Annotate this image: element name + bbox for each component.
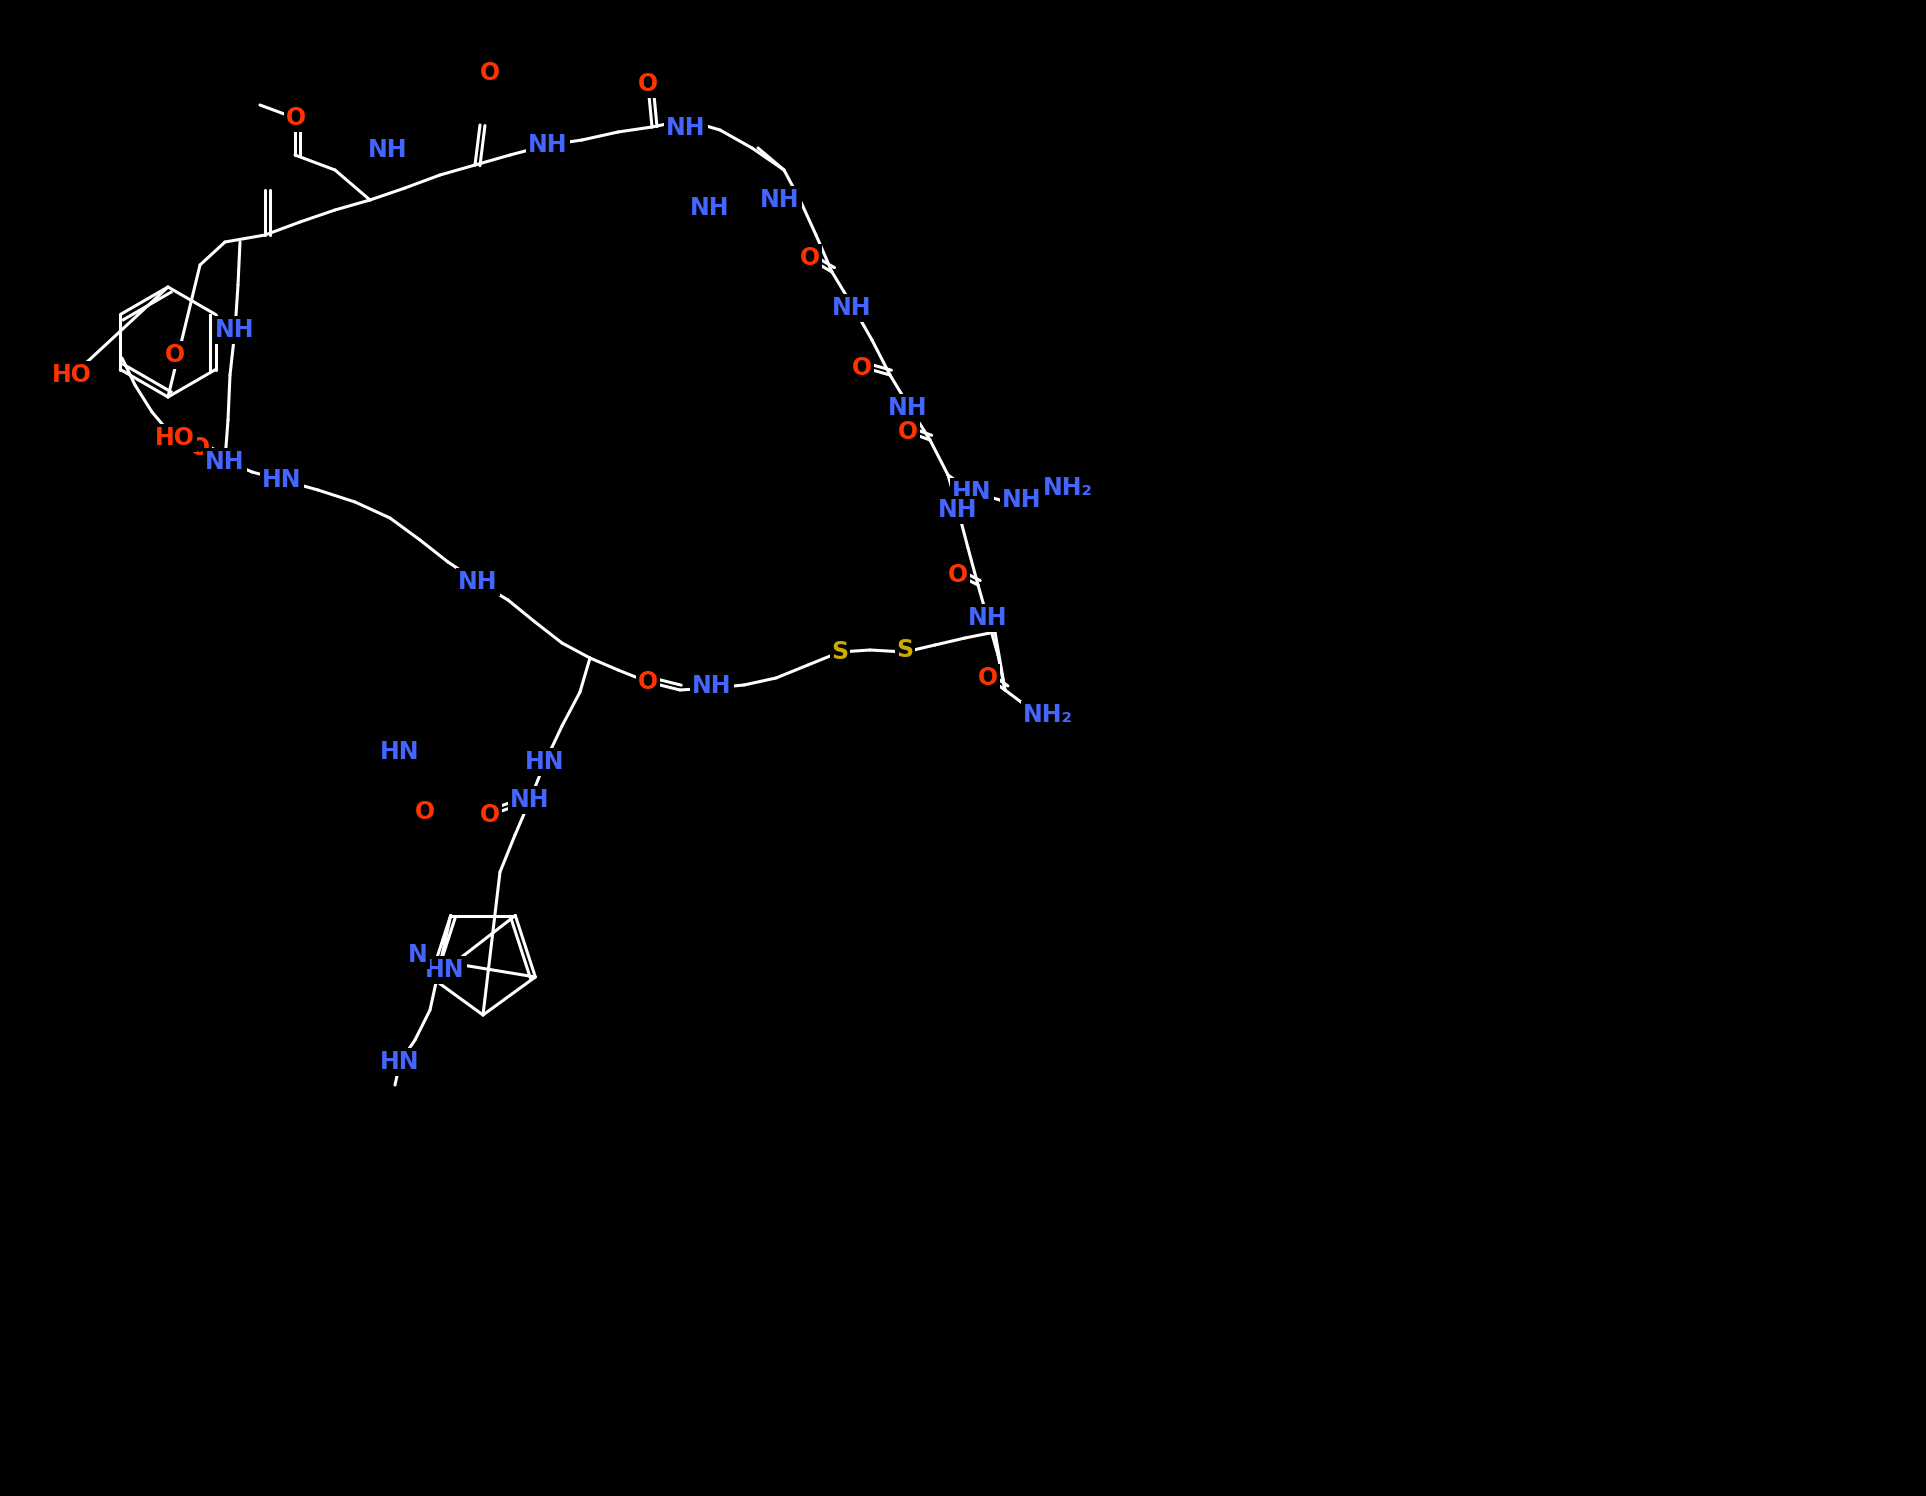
Text: O: O bbox=[480, 803, 501, 827]
Text: N: N bbox=[408, 942, 428, 966]
Text: O: O bbox=[191, 435, 210, 459]
Text: S: S bbox=[896, 637, 913, 663]
Text: O: O bbox=[851, 356, 872, 380]
Text: HN: HN bbox=[262, 468, 302, 492]
Text: NH: NH bbox=[888, 396, 928, 420]
Text: O: O bbox=[898, 420, 919, 444]
Text: O: O bbox=[638, 72, 659, 96]
Text: HN: HN bbox=[379, 1050, 420, 1074]
Text: O: O bbox=[166, 343, 185, 367]
Text: NH: NH bbox=[458, 570, 497, 594]
Text: S: S bbox=[832, 640, 849, 664]
Text: O: O bbox=[799, 245, 820, 269]
Text: NH: NH bbox=[690, 196, 730, 220]
Text: O: O bbox=[948, 562, 969, 586]
Text: NH: NH bbox=[691, 675, 732, 699]
Text: NH₂: NH₂ bbox=[1044, 476, 1092, 500]
Text: NH₂: NH₂ bbox=[1023, 703, 1073, 727]
Text: NH: NH bbox=[528, 133, 568, 157]
Text: HN: HN bbox=[526, 749, 564, 773]
Text: O: O bbox=[978, 666, 998, 690]
Text: O: O bbox=[414, 800, 435, 824]
Text: HO: HO bbox=[52, 364, 92, 387]
Text: NH: NH bbox=[1002, 488, 1042, 512]
Text: NH: NH bbox=[832, 296, 872, 320]
Text: NH: NH bbox=[216, 319, 254, 343]
Text: NH: NH bbox=[206, 450, 245, 474]
Text: HN: HN bbox=[951, 480, 992, 504]
Text: O: O bbox=[638, 670, 659, 694]
Text: HN: HN bbox=[379, 741, 420, 764]
Text: NH: NH bbox=[510, 788, 549, 812]
Text: NH: NH bbox=[761, 188, 799, 212]
Text: O: O bbox=[480, 61, 501, 85]
Text: NH: NH bbox=[969, 606, 1007, 630]
Text: HO: HO bbox=[156, 426, 195, 450]
Text: NH: NH bbox=[666, 117, 705, 141]
Text: O: O bbox=[285, 106, 306, 130]
Text: NH: NH bbox=[938, 498, 978, 522]
Text: HN: HN bbox=[426, 957, 464, 981]
Text: NH: NH bbox=[368, 138, 408, 162]
